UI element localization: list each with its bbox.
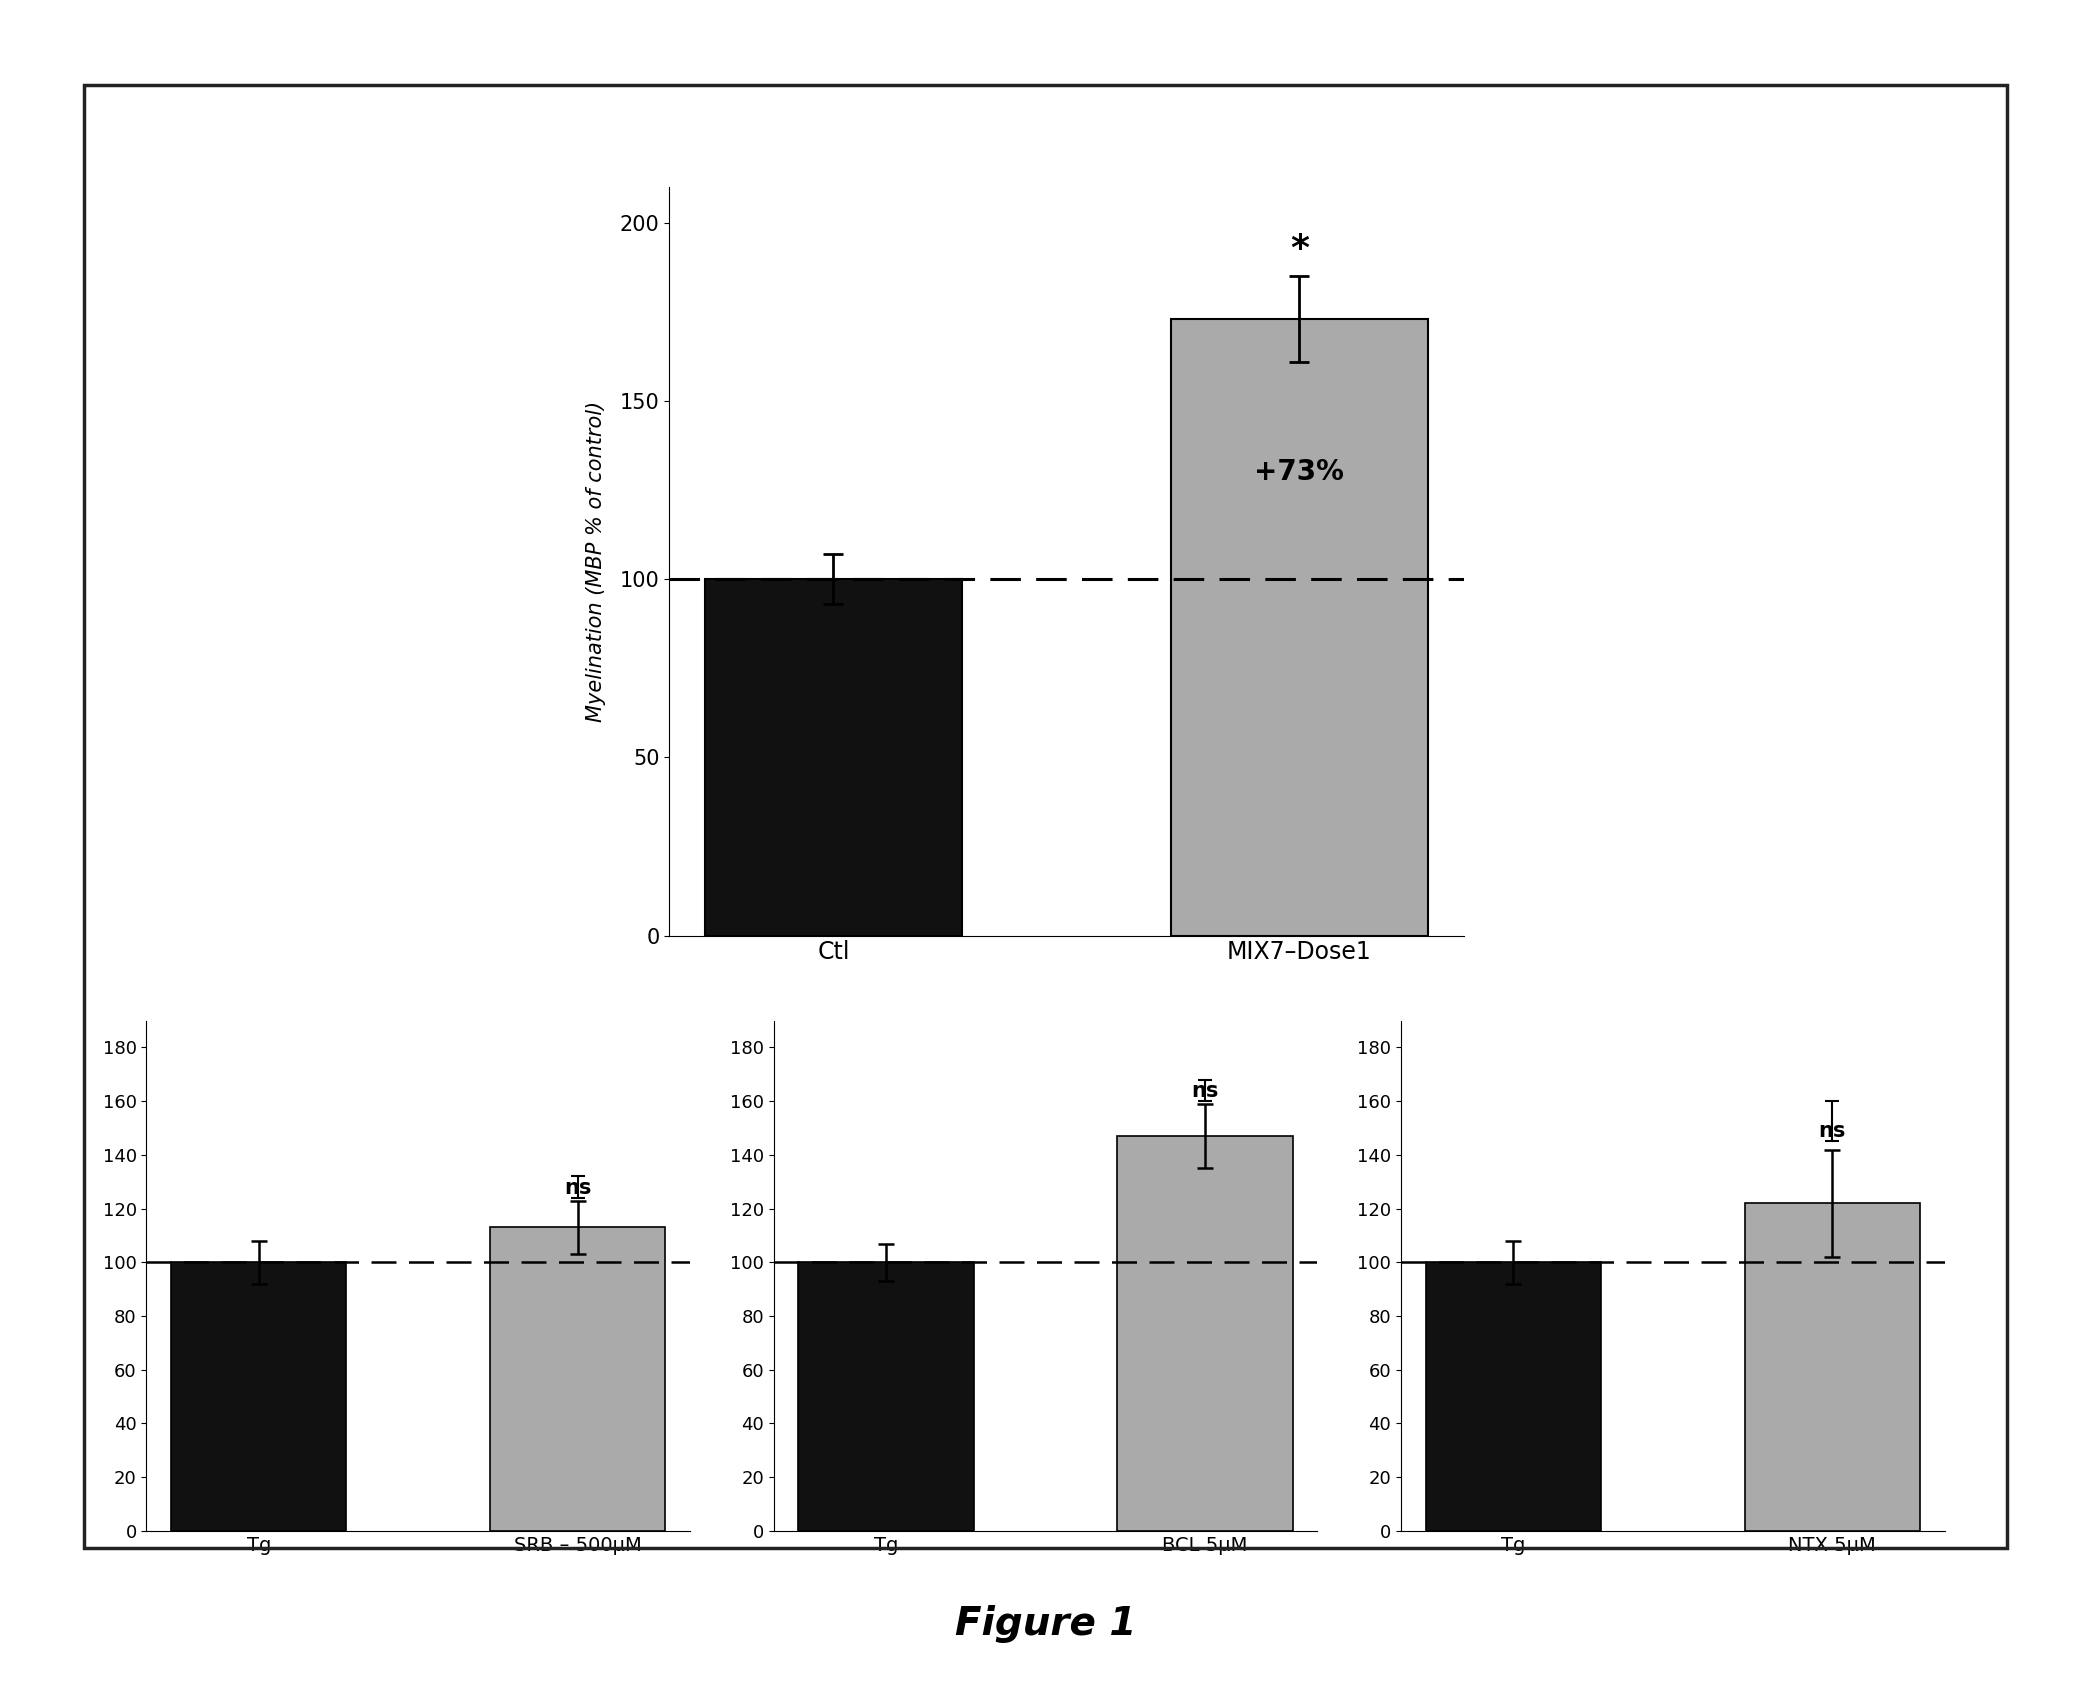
Bar xyxy=(489,1228,665,1531)
Text: +73%: +73% xyxy=(1255,458,1345,486)
Bar xyxy=(799,1262,974,1531)
Bar xyxy=(705,578,962,936)
Text: ns: ns xyxy=(1192,1082,1219,1101)
Bar xyxy=(171,1262,347,1531)
Bar xyxy=(1171,320,1428,936)
Text: ns: ns xyxy=(565,1177,592,1198)
Bar xyxy=(1117,1136,1292,1531)
Y-axis label: Myelination (MBP % of control): Myelination (MBP % of control) xyxy=(585,401,606,721)
Bar xyxy=(1426,1262,1602,1531)
Text: Figure 1: Figure 1 xyxy=(956,1606,1135,1643)
Bar xyxy=(1744,1203,1920,1531)
Text: *: * xyxy=(1290,231,1309,265)
Text: ns: ns xyxy=(1819,1121,1846,1141)
